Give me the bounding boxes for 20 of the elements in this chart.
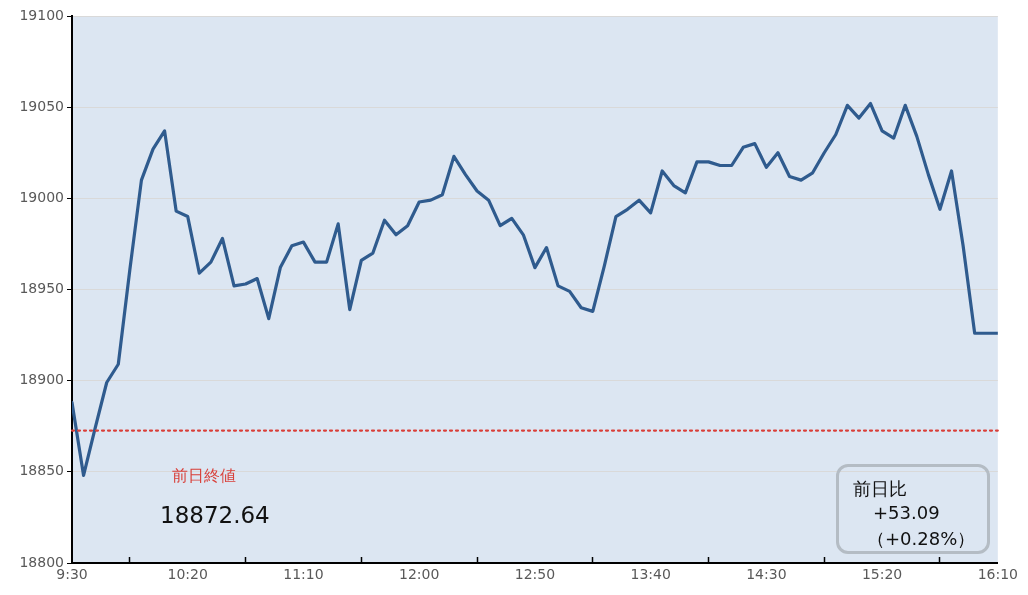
x-tick-label: 14:30	[746, 566, 787, 583]
y-tick-label: 19050	[19, 97, 64, 114]
annotation: 18872.64	[160, 502, 270, 528]
annotation: 前日比	[853, 477, 907, 501]
ref-line-label: 前日終値	[172, 466, 236, 487]
x-tick-label: 11:10	[283, 566, 324, 583]
y-tick-label: 18950	[19, 280, 64, 297]
x-tick-label: 16:10	[977, 566, 1019, 583]
x-tick-label: 12:00	[399, 566, 440, 583]
x-tick-label: 15:20	[861, 566, 903, 583]
y-tick-label: 18900	[19, 371, 64, 388]
annotation: +53.09	[873, 502, 940, 523]
annotation: （+0.28%）	[867, 527, 976, 551]
y-tick-label: 19000	[19, 188, 64, 205]
y-tick-label: 18850	[19, 462, 64, 479]
y-tick-label: 19100	[19, 6, 64, 23]
x-tick-label: 12:50	[514, 566, 556, 583]
x-tick-label: 10:20	[167, 566, 208, 583]
note-box: 前日比 +53.09 （+0.28%）	[836, 464, 990, 554]
x-tick-label: 13:40	[630, 566, 671, 583]
